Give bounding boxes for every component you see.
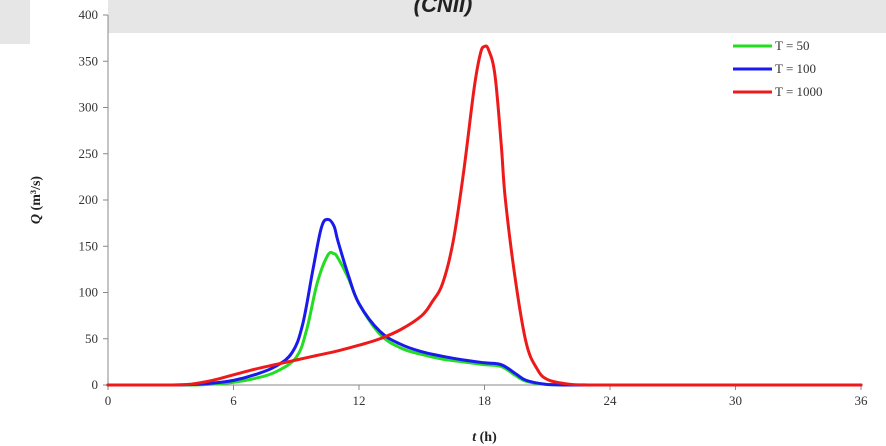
y-tick-label: 50: [85, 331, 98, 346]
x-tick-label: 12: [353, 393, 366, 408]
x-axis-unit: (h): [480, 430, 497, 445]
x-tick-label: 36: [855, 393, 869, 408]
legend-label-t-50: T = 50: [775, 38, 810, 53]
top-white-tab: [30, 0, 108, 33]
y-tick-label: 150: [79, 238, 99, 253]
y-tick-label: 400: [79, 7, 99, 22]
legend: T = 50 T = 100 T = 1000: [733, 38, 823, 99]
series-layer: [106, 44, 863, 387]
x-tick-label: 24: [604, 393, 618, 408]
series-line-t-50: [106, 250, 863, 387]
fragment-title: (CNII): [413, 0, 473, 17]
y-tick-label: 100: [79, 285, 99, 300]
x-tick-label: 30: [729, 393, 742, 408]
axis-labels: t (h) Q (m³/s): [29, 176, 497, 445]
legend-label-t-100: T = 100: [775, 61, 816, 76]
x-tick-label: 0: [105, 393, 112, 408]
y-axis-unit: (m³/s): [29, 176, 44, 211]
y-tick-label: 250: [79, 146, 99, 161]
y-tick-label: 300: [79, 100, 99, 115]
y-tick-label: 0: [92, 377, 99, 392]
legend-label-t-1000: T = 1000: [775, 84, 823, 99]
x-tick-label: 6: [230, 393, 237, 408]
x-axis-label: t (h): [472, 430, 497, 445]
x-tick-label: 18: [478, 393, 491, 408]
x-axis-variable: t: [472, 430, 477, 445]
y-axis-label: Q (m³/s): [29, 176, 44, 224]
series-line-t-100: [106, 217, 863, 387]
y-tick-label: 200: [79, 192, 99, 207]
left-gray-band: [0, 0, 30, 44]
axes-layer: 0 6 12 18 24 30 36 0 50 100 150 200 250 300 350 400: [79, 7, 869, 408]
top-gray-band: [0, 0, 886, 33]
series-line-t-1000: [106, 44, 863, 387]
y-tick-label: 350: [79, 53, 99, 68]
y-axis-variable: Q: [29, 214, 44, 224]
